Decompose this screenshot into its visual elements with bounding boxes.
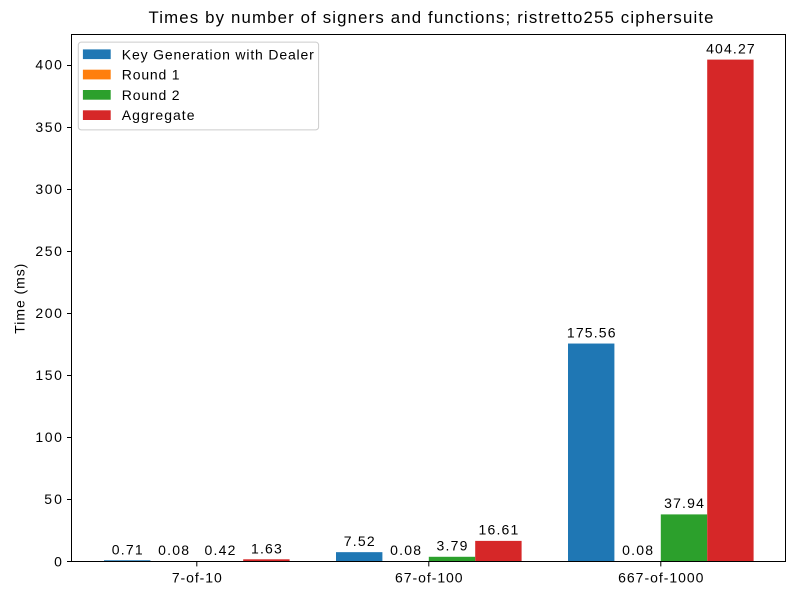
svg-text:7-of-10: 7-of-10 [172,569,222,585]
svg-text:0.08: 0.08 [622,542,653,558]
svg-text:100: 100 [35,429,62,445]
svg-text:7.52: 7.52 [344,533,375,549]
svg-text:300: 300 [35,181,62,197]
svg-text:175.56: 175.56 [567,324,616,340]
svg-text:50: 50 [44,491,62,507]
svg-text:Round 2: Round 2 [122,87,180,103]
svg-text:0.71: 0.71 [112,541,143,557]
svg-text:350: 350 [35,119,62,135]
svg-text:400: 400 [35,57,62,73]
svg-text:250: 250 [35,243,62,259]
svg-text:0: 0 [54,553,62,569]
svg-text:Times by number of signers and: Times by number of signers and functions… [149,8,714,27]
svg-text:667-of-1000: 667-of-1000 [618,569,704,585]
svg-text:1.63: 1.63 [251,540,282,556]
svg-text:0.42: 0.42 [205,542,236,558]
svg-text:Key Generation with Dealer: Key Generation with Dealer [122,46,314,62]
svg-text:150: 150 [35,367,62,383]
svg-text:Time (ms): Time (ms) [12,264,28,334]
svg-text:3.79: 3.79 [437,538,468,554]
svg-text:0.08: 0.08 [158,542,189,558]
svg-text:37.94: 37.94 [664,495,704,511]
svg-text:16.61: 16.61 [479,522,519,538]
svg-text:404.27: 404.27 [706,40,755,56]
svg-text:67-of-100: 67-of-100 [395,569,463,585]
svg-text:Round 1: Round 1 [122,67,180,83]
svg-text:0.08: 0.08 [390,542,421,558]
svg-text:Aggregate: Aggregate [122,107,195,123]
svg-text:200: 200 [35,305,62,321]
